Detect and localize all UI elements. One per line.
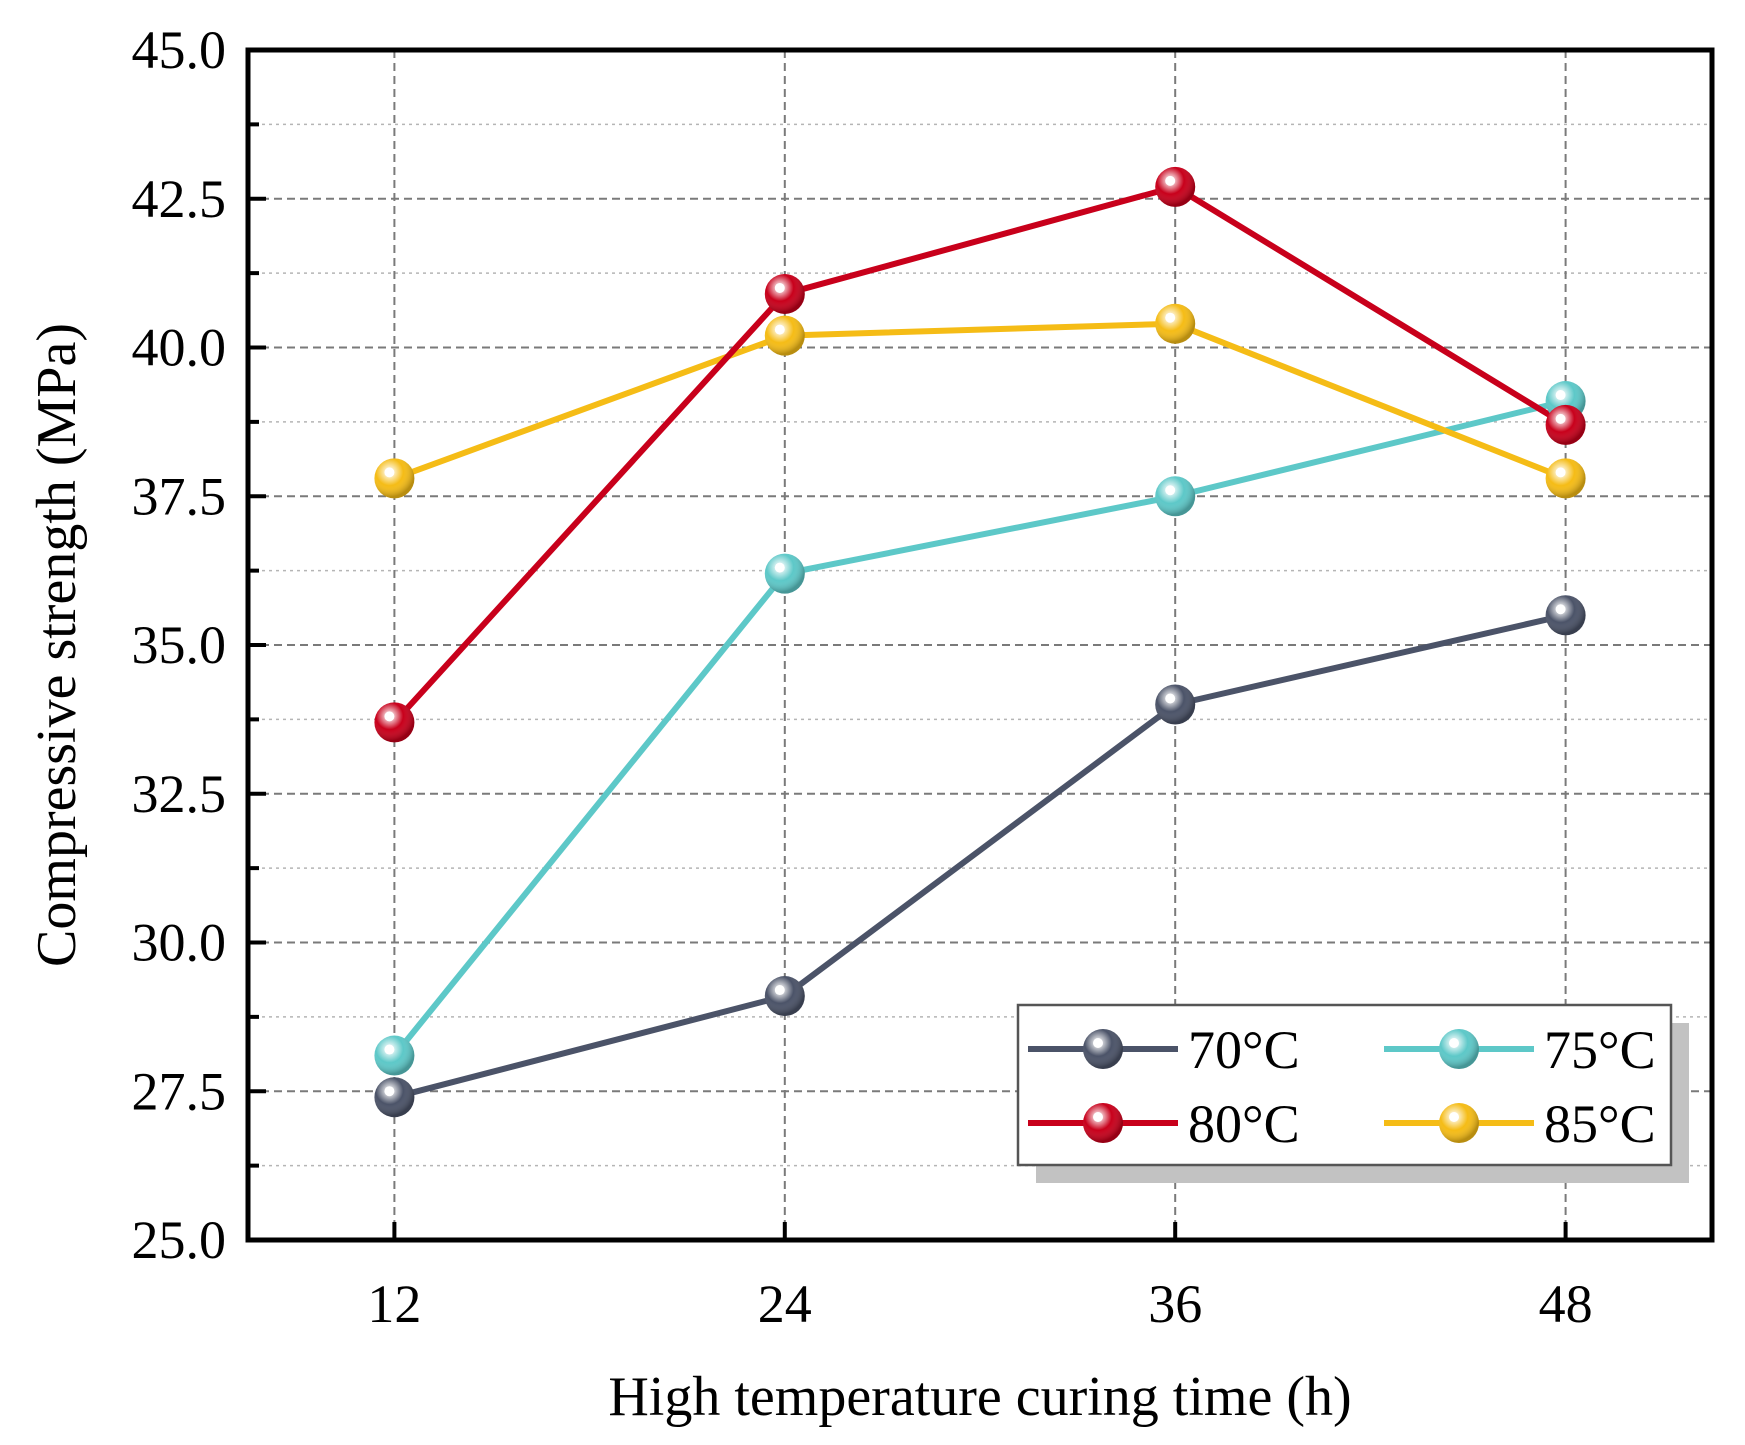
y-tick-label: 42.5 (132, 169, 227, 229)
x-tick-label: 36 (1148, 1274, 1202, 1334)
y-tick-label: 25.0 (132, 1210, 227, 1270)
marker-highlight (384, 467, 395, 478)
marker-sheen (1545, 458, 1586, 499)
marker-highlight (384, 1044, 395, 1055)
legend-marker (1439, 1029, 1479, 1069)
marker-highlight (774, 282, 785, 293)
marker-sheen (1155, 166, 1196, 207)
marker-highlight (1093, 1112, 1103, 1122)
legend-box (1016, 1003, 1673, 1167)
x-tick-label: 48 (1539, 1274, 1593, 1334)
data-point (1545, 404, 1586, 445)
marker-highlight (774, 562, 785, 573)
marker-highlight (1093, 1038, 1103, 1048)
series-line (393, 320, 1567, 482)
x-tick-label: 12 (367, 1274, 421, 1334)
marker-sheen (374, 458, 415, 499)
legend-marker (1083, 1029, 1123, 1069)
data-point (764, 553, 805, 594)
axis-ticks: 25.0 27.5 30.0 32.5 35.0 37.5 40.0 42.5 45.0 12 24… (132, 20, 1593, 1334)
data-point (374, 1035, 415, 1076)
data-point (764, 273, 805, 314)
legend: 70°C 75°C 80°C 85°C (1016, 1003, 1689, 1183)
marker-sheen (764, 315, 805, 356)
marker-highlight (1165, 175, 1176, 186)
data-point (764, 315, 805, 356)
marker-highlight (1449, 1038, 1459, 1048)
marker-sheen (1545, 595, 1586, 636)
marker-sheen (1545, 404, 1586, 445)
marker-sheen (1439, 1103, 1479, 1143)
marker-highlight (1555, 467, 1566, 478)
marker-highlight (1165, 312, 1176, 323)
marker-highlight (774, 985, 785, 996)
data-point (1545, 595, 1586, 636)
marker-sheen (374, 1077, 415, 1118)
marker-sheen (374, 702, 415, 743)
y-tick-label: 37.5 (132, 466, 227, 526)
series-line (392, 183, 1568, 725)
y-tick-label: 40.0 (132, 318, 227, 378)
data-point (374, 702, 415, 743)
series-line (392, 398, 1567, 1058)
series-group (374, 166, 1586, 1118)
marker-sheen (1083, 1103, 1123, 1143)
legend-label: 80°C (1188, 1094, 1300, 1154)
series-line (393, 612, 1567, 1101)
marker-highlight (1555, 390, 1566, 401)
marker-sheen (1155, 476, 1196, 517)
marker-highlight (1555, 413, 1566, 424)
y-tick-label: 32.5 (132, 764, 227, 824)
x-tick-label: 24 (758, 1274, 812, 1334)
data-point (1545, 458, 1586, 499)
marker-highlight (1165, 485, 1176, 496)
marker-sheen (1439, 1029, 1479, 1069)
marker-sheen (764, 553, 805, 594)
data-point (1155, 303, 1196, 344)
marker-sheen (374, 1035, 415, 1076)
legend-label: 75°C (1544, 1020, 1656, 1080)
y-tick-label: 35.0 (132, 615, 227, 675)
data-point (1155, 684, 1196, 725)
marker-sheen (1155, 303, 1196, 344)
data-point (1155, 476, 1196, 517)
marker-sheen (764, 273, 805, 314)
marker-highlight (384, 1086, 395, 1097)
y-tick-label: 30.0 (132, 913, 227, 973)
marker-sheen (1155, 684, 1196, 725)
data-point (1155, 166, 1196, 207)
y-axis-title: Compressive strength (MPa) (26, 323, 88, 967)
legend-marker (1083, 1103, 1123, 1143)
data-point (374, 1077, 415, 1118)
y-tick-label: 27.5 (132, 1061, 227, 1121)
data-point (764, 976, 805, 1017)
legend-label: 85°C (1544, 1094, 1656, 1154)
data-point (374, 458, 415, 499)
marker-highlight (774, 324, 785, 335)
marker-sheen (764, 976, 805, 1017)
y-tick-label: 45.0 (132, 20, 227, 80)
marker-sheen (1083, 1029, 1123, 1069)
legend-label: 70°C (1188, 1020, 1300, 1080)
marker-highlight (384, 711, 395, 722)
x-axis-title: High temperature curing time (h) (608, 1366, 1351, 1428)
marker-highlight (1555, 604, 1566, 615)
marker-highlight (1449, 1112, 1459, 1122)
legend-marker (1439, 1103, 1479, 1143)
marker-highlight (1165, 693, 1176, 704)
